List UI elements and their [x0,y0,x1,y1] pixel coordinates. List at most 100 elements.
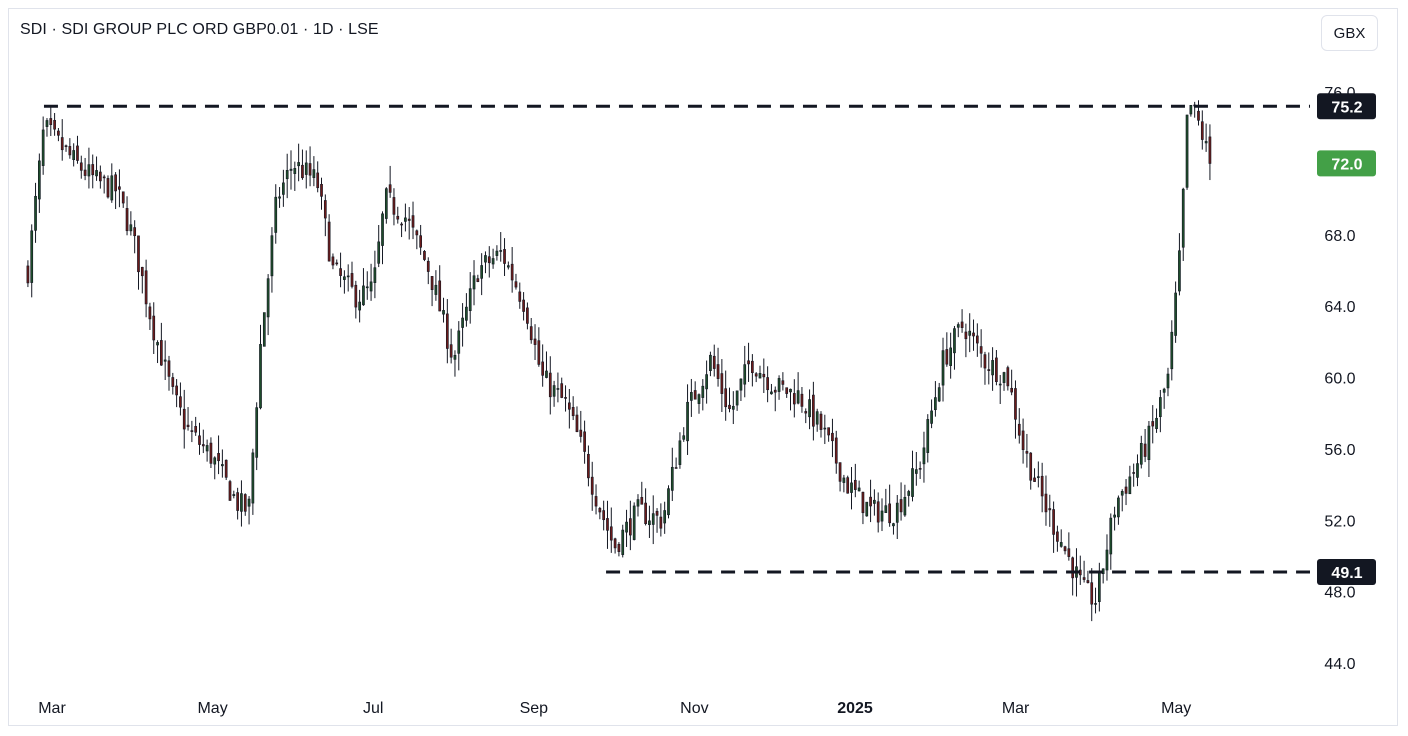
candle-body-up [690,392,693,401]
candle [518,282,522,309]
candle-body-down [209,442,213,464]
candle [423,250,426,262]
candle-body-down [217,453,220,462]
candle [964,323,968,358]
candle-body-up [731,405,735,410]
candle-body-up [632,505,636,540]
candle-body-up [213,457,217,465]
candle-body-up [434,284,438,295]
candle [697,393,701,414]
candle-body-up [934,397,937,411]
candle [236,487,239,520]
candle-body-up [667,488,670,516]
candle-body-down [785,387,789,394]
candle-body-down [655,510,659,516]
candle-body-up [282,182,285,195]
candle [869,479,872,523]
candle [384,187,388,224]
candle [308,146,312,187]
candle [221,449,224,478]
level-price-badge: 49.1 [1317,558,1376,585]
candle [617,542,621,557]
candle-body-down [133,227,137,237]
candle-body-down [1143,443,1147,457]
candle [400,222,403,238]
candle-body-up [1174,292,1177,336]
candle-body-down [583,431,586,452]
candle [129,211,133,236]
candle [823,414,827,445]
candle-body-up [678,440,682,465]
candle-body-up [1147,425,1151,461]
candle-body-down [594,496,598,507]
candle [175,379,178,408]
currency-button[interactable]: GBX [1321,15,1378,51]
candle [179,382,182,416]
candle-body-down [160,340,163,366]
candle [49,105,53,137]
candle-body-down [1021,430,1025,450]
candle [381,211,384,265]
candle [198,422,201,455]
candle-body-down [228,481,232,501]
candle [1109,513,1113,570]
candle [95,156,98,181]
candle [30,224,34,298]
candle-body-up [346,275,350,278]
candle-body-down [640,497,644,505]
candle-body-down [392,197,396,215]
candle-body-up [1059,542,1063,547]
candle-body-up [362,285,365,306]
candle [320,177,323,210]
candle-body-up [880,510,884,522]
candle-body-down [590,476,594,495]
candle [99,165,102,189]
candle-body-down [1014,388,1017,420]
candle [297,143,300,182]
candle-body-down [190,430,194,432]
candle-body-down [423,251,426,260]
candle [1017,408,1021,444]
candle [510,247,514,293]
candle-body-up [297,162,300,167]
candle [526,302,529,330]
candle [739,378,743,402]
candle [1063,545,1067,555]
candle [1204,123,1208,152]
candle [529,318,533,344]
candle [663,501,667,534]
candle-body-up [384,188,388,219]
candle-body-down [918,468,922,470]
candle [613,537,617,554]
candle [201,429,205,454]
candle-body-down [781,380,785,385]
candle-body-down [644,502,647,525]
candle-body-down [99,171,102,182]
candle-body-down [1200,121,1204,140]
candle-body-down [118,186,121,190]
candle-body-down [571,407,575,417]
candle [228,479,232,501]
candle [106,175,110,199]
candle-body-up [777,378,781,392]
candle-body-up [381,213,384,246]
candle [1048,494,1052,527]
candle-body-down [1040,475,1044,497]
candle [217,435,220,475]
candle [282,169,285,207]
candle-body-up [865,501,869,517]
candle-body-down [175,385,178,396]
candle [724,370,728,421]
candle [331,253,335,270]
candle-body-down [411,215,415,228]
candle [983,351,987,385]
candle-body-down [541,361,545,376]
candle-body-up [472,275,476,290]
candle [842,474,846,493]
candle [1105,534,1109,581]
candle-body-down [57,130,60,136]
candle-body-down [1006,367,1010,387]
candle-body-up [270,235,274,277]
candle-body-up [247,498,251,507]
